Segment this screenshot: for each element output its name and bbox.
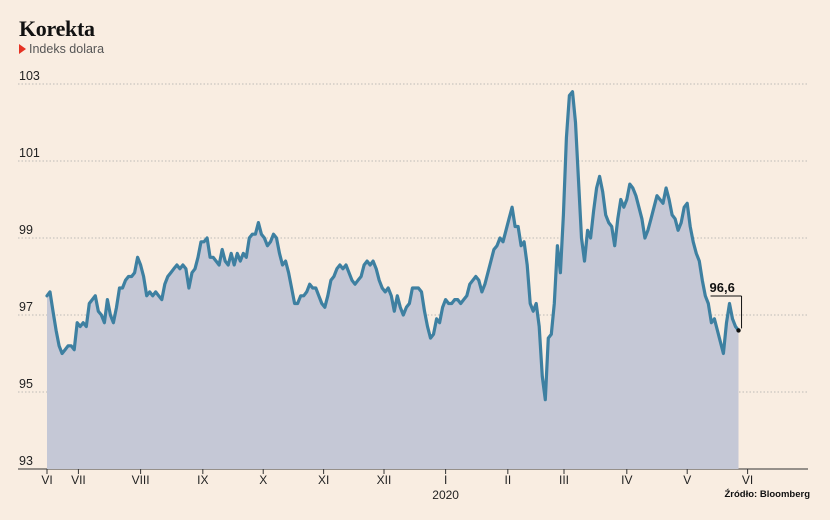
x-tick-label: XII bbox=[377, 473, 392, 487]
x-tick-label: VII bbox=[71, 473, 86, 487]
triangle-marker-icon bbox=[19, 44, 26, 54]
source-note: Źródło: Bloomberg bbox=[724, 489, 811, 500]
x-tick-label: XI bbox=[318, 473, 329, 487]
year-label: 2020 bbox=[432, 488, 459, 502]
y-tick-label: 93 bbox=[19, 454, 33, 468]
x-tick-label: III bbox=[559, 473, 569, 487]
x-tick-label: IX bbox=[197, 473, 208, 487]
x-tick-label: II bbox=[504, 473, 511, 487]
y-tick-label: 97 bbox=[19, 300, 33, 314]
area-fill bbox=[47, 91, 739, 469]
x-tick-label: I bbox=[444, 473, 447, 487]
chart-subtitle: Indeks dolara bbox=[19, 42, 104, 56]
subtitle-text: Indeks dolara bbox=[29, 42, 105, 56]
last-value-label: 96,6 bbox=[710, 280, 735, 295]
y-axis-ticks: 93 95 97 99 101 103 bbox=[19, 69, 40, 468]
y-tick-label: 101 bbox=[19, 146, 40, 160]
x-tick-label: VI bbox=[41, 473, 52, 487]
y-tick-label: 95 bbox=[19, 377, 33, 391]
series-line bbox=[45, 90, 741, 402]
callout-point bbox=[736, 328, 741, 333]
y-tick-label: 99 bbox=[19, 223, 33, 237]
y-tick-label: 103 bbox=[19, 69, 40, 83]
x-tick-label: VIII bbox=[132, 473, 150, 487]
x-tick-label: X bbox=[259, 473, 267, 487]
chart-title: Korekta bbox=[19, 16, 95, 41]
x-tick-label: V bbox=[683, 473, 691, 487]
x-tick-label: IV bbox=[621, 473, 632, 487]
last-value-callout: 96,6 bbox=[710, 280, 743, 333]
x-tick-label: VI bbox=[742, 473, 753, 487]
